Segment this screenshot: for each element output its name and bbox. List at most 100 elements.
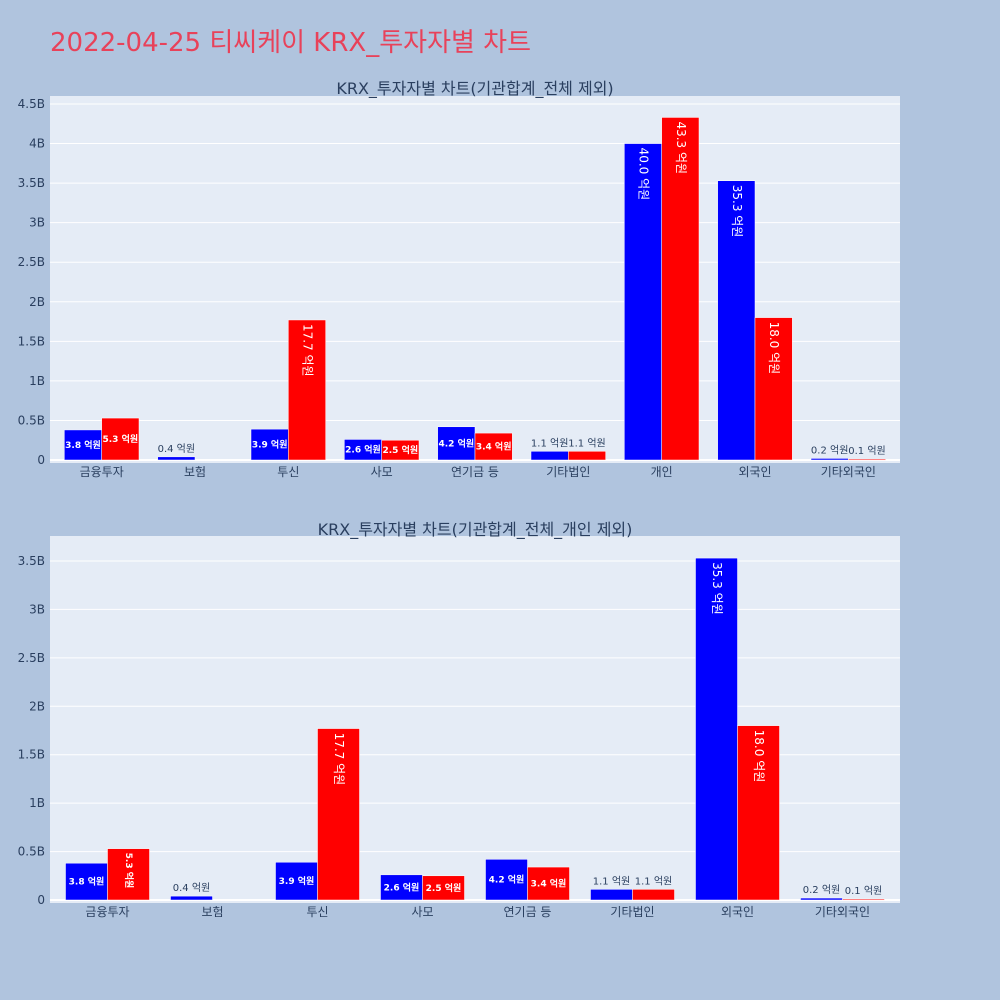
data-label: 18.0 억원 xyxy=(752,730,766,783)
data-label: 1.1 억원 xyxy=(635,875,672,887)
x-tick-label: 사모 xyxy=(411,905,433,919)
chart-title-0: KRX_투자자별 차트(기관합계_전체 제외) xyxy=(336,79,613,99)
y-tick-label: 2.5B xyxy=(18,255,45,269)
x-tick-label: 연기금 등 xyxy=(451,465,499,479)
y-tick-label: 2B xyxy=(29,699,45,713)
data-label: 2.5 억원 xyxy=(426,882,462,894)
chart-title-1: KRX_투자자별 차트(기관합계_전체_개인 제외) xyxy=(318,520,633,540)
bar-buy xyxy=(810,458,849,461)
x-tick-label: 보험 xyxy=(201,905,223,919)
x-tick-label: 보험 xyxy=(184,465,206,479)
y-tick-label: 1B xyxy=(29,374,45,388)
data-label: 40.0 억원 xyxy=(637,148,651,201)
bar-sell xyxy=(632,889,675,901)
y-tick-label: 4.5B xyxy=(18,97,45,111)
data-label: 2.5 억원 xyxy=(383,444,419,456)
x-tick-label: 외국인 xyxy=(738,465,771,479)
bar-sell xyxy=(107,848,150,901)
y-tick-label: 2B xyxy=(29,295,45,309)
data-label: 5.3 억원 xyxy=(123,853,135,889)
x-tick-label: 금융투자 xyxy=(80,465,124,479)
bar-sell xyxy=(737,725,780,901)
data-label: 17.7 억원 xyxy=(301,324,315,377)
data-label: 0.2 억원 xyxy=(811,444,848,456)
data-label: 3.9 억원 xyxy=(279,875,315,887)
bar-buy xyxy=(624,143,662,461)
data-label: 0.4 억원 xyxy=(158,443,195,455)
data-label: 35.3 억원 xyxy=(730,185,744,238)
data-label: 4.2 억원 xyxy=(439,437,475,449)
data-label: 3.4 억원 xyxy=(531,878,567,890)
data-label: 0.1 억원 xyxy=(845,885,882,897)
y-tick-label: 3.5B xyxy=(18,176,45,190)
data-label: 43.3 억원 xyxy=(674,121,688,174)
bar-buy xyxy=(590,889,633,901)
bar-buy xyxy=(64,429,102,461)
x-tick-label: 기타외국인 xyxy=(815,905,870,919)
data-label: 2.6 억원 xyxy=(345,444,381,456)
page-title: 2022-04-25 티씨케이 KRX_투자자별 차트 xyxy=(50,28,532,58)
bar-buy xyxy=(380,874,423,901)
bar-sell xyxy=(842,898,885,901)
data-label: 1.1 억원 xyxy=(531,437,568,449)
y-tick-label: 2.5B xyxy=(18,651,45,665)
bar-sell xyxy=(288,319,326,461)
data-label: 4.2 억원 xyxy=(489,874,525,886)
bar-sell xyxy=(422,875,465,901)
data-label: 35.3 억원 xyxy=(710,562,724,615)
data-label: 18.0 억원 xyxy=(767,322,781,375)
x-tick-label: 투신 xyxy=(277,465,299,479)
bar-sell xyxy=(474,432,513,461)
bar-sell xyxy=(317,728,360,901)
y-tick-label: 0 xyxy=(37,453,45,467)
y-tick-label: 4B xyxy=(29,137,45,151)
bar-buy xyxy=(65,862,108,901)
data-label: 2.6 억원 xyxy=(384,881,420,893)
x-tick-label: 연기금 등 xyxy=(504,905,552,919)
y-tick-label: 3B xyxy=(29,602,45,616)
x-tick-label: 외국인 xyxy=(721,905,754,919)
data-label: 1.1 억원 xyxy=(568,437,605,449)
bar-buy xyxy=(485,859,528,901)
bar-sell xyxy=(568,451,606,461)
y-tick-label: 3B xyxy=(29,216,45,230)
y-tick-label: 1B xyxy=(29,796,45,810)
bar-sell xyxy=(661,117,700,461)
bar-buy xyxy=(250,428,289,461)
x-tick-label: 기타외국인 xyxy=(821,465,876,479)
bar-buy xyxy=(275,861,318,901)
y-tick-label: 1.5B xyxy=(18,748,45,762)
x-tick-label: 사모 xyxy=(371,465,393,479)
x-tick-label: 금융투자 xyxy=(85,905,129,919)
bar-sell xyxy=(527,866,570,901)
data-label: 1.1 억원 xyxy=(593,875,630,887)
data-label: 0.2 억원 xyxy=(803,884,840,896)
bar-sell xyxy=(381,439,420,461)
x-tick-label: 개인 xyxy=(651,465,673,479)
y-tick-label: 0 xyxy=(37,893,45,907)
data-label: 0.4 억원 xyxy=(173,882,210,894)
bar-sell xyxy=(101,417,140,461)
bar-buy xyxy=(800,897,843,901)
bar-sell xyxy=(754,317,793,461)
bar-buy xyxy=(437,426,476,461)
y-tick-label: 0.5B xyxy=(18,845,45,859)
data-label: 5.3 억원 xyxy=(103,433,139,445)
y-tick-label: 3.5B xyxy=(18,554,45,568)
y-tick-label: 0.5B xyxy=(18,413,45,427)
x-tick-label: 투신 xyxy=(306,905,328,919)
data-label: 3.8 억원 xyxy=(65,439,101,451)
x-tick-label: 기타법인 xyxy=(610,905,654,919)
bar-sell xyxy=(848,458,886,461)
data-label: 3.4 억원 xyxy=(476,441,512,453)
data-label: 17.7 억원 xyxy=(332,733,346,786)
bar-buy xyxy=(530,451,569,461)
bar-buy xyxy=(170,895,213,901)
data-label: 0.1 억원 xyxy=(848,445,885,457)
y-tick-label: 1.5B xyxy=(18,334,45,348)
x-tick-label: 기타법인 xyxy=(546,465,590,479)
bar-buy xyxy=(157,456,196,461)
data-label: 3.8 억원 xyxy=(69,876,105,888)
bar-buy xyxy=(695,557,738,901)
